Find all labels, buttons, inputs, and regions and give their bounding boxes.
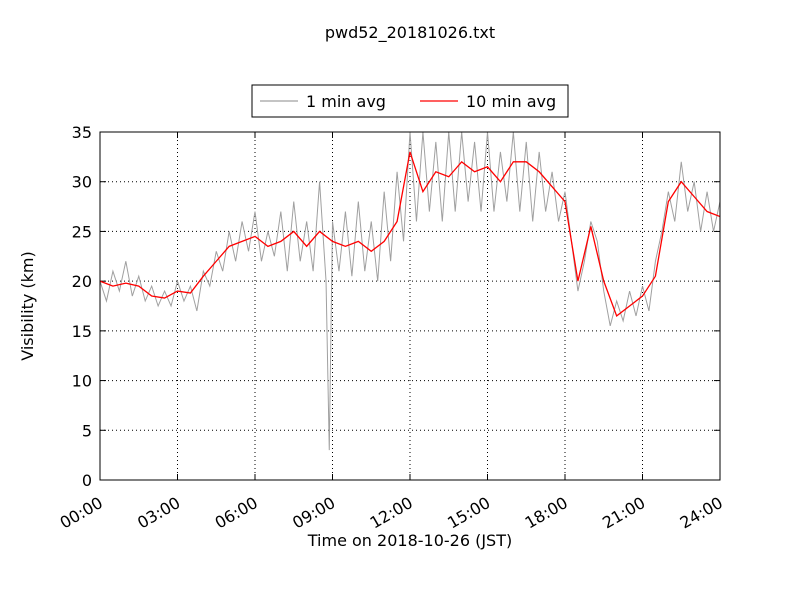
y-axis-label: Visibility (km) xyxy=(18,251,37,360)
y-tick-label: 15 xyxy=(72,322,92,341)
x-tick-label: 06:00 xyxy=(212,493,261,533)
y-tick-label: 35 xyxy=(72,123,92,142)
x-tick-label: 15:00 xyxy=(444,493,493,533)
x-tick-label: 24:00 xyxy=(677,493,726,533)
plot-frame xyxy=(99,131,721,481)
y-tick-label: 25 xyxy=(72,222,92,241)
chart-title: pwd52_20181026.txt xyxy=(325,23,495,43)
x-tick-label: 03:00 xyxy=(134,493,183,533)
x-axis-label: Time on 2018-10-26 (JST) xyxy=(307,531,512,550)
legend-label: 1 min avg xyxy=(306,92,386,111)
legend-box xyxy=(251,84,569,118)
x-tick-label: 21:00 xyxy=(599,493,648,533)
y-tick-label: 0 xyxy=(82,471,92,490)
x-tick-label: 12:00 xyxy=(367,493,416,533)
y-tick-label: 10 xyxy=(72,372,92,391)
x-tick-label: 18:00 xyxy=(522,493,571,533)
x-tick-label: 00:00 xyxy=(57,493,106,533)
series-line xyxy=(100,132,720,451)
y-tick-label: 5 xyxy=(82,421,92,440)
y-tick-label: 20 xyxy=(72,272,92,291)
legend-label: 10 min avg xyxy=(466,92,556,111)
x-tick-label: 09:00 xyxy=(289,493,338,533)
series-line xyxy=(100,151,720,317)
y-tick-label: 30 xyxy=(72,173,92,192)
